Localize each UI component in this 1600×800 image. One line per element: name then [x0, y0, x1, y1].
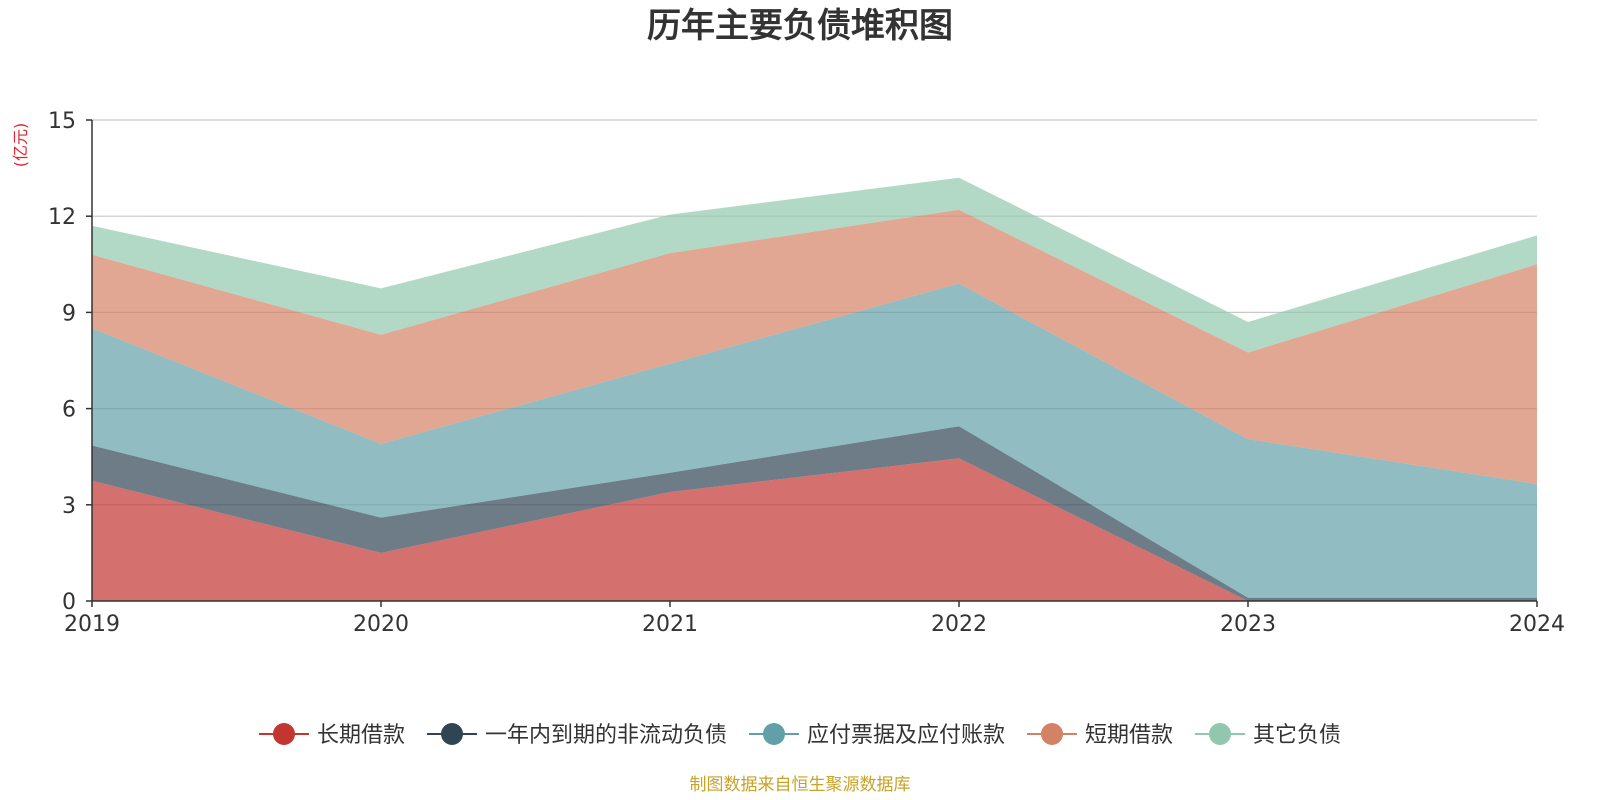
legend-label: 其它负债: [1253, 723, 1341, 748]
legend-item-1: 长期借款: [259, 723, 405, 748]
area-series-2: [92, 426, 1537, 601]
y-tick-label-0: 0: [62, 590, 76, 615]
legend-label: 应付票据及应付账款: [807, 723, 1005, 748]
y-tick-label-6: 6: [62, 398, 76, 423]
area-series-5: [92, 177, 1537, 353]
x-tick-label-2022: 2022: [931, 612, 987, 637]
legend-circle-marker: [1209, 723, 1231, 745]
y-tick-label-9: 9: [62, 301, 76, 326]
area-series-1: [92, 458, 1537, 601]
legend-label: 短期借款: [1085, 723, 1173, 748]
legend-item-2: 一年内到期的非流动负债: [427, 723, 727, 748]
x-tick-label-2019: 2019: [64, 612, 120, 637]
x-tick-label-2021: 2021: [642, 612, 698, 637]
area-series: [92, 177, 1537, 601]
area-series-4: [92, 209, 1537, 485]
y-axis-unit: (亿元): [11, 123, 30, 168]
legend-circle-marker: [273, 723, 295, 745]
legend-label: 一年内到期的非流动负债: [485, 723, 727, 748]
x-tick-label-2023: 2023: [1220, 612, 1276, 637]
legend-label: 长期借款: [317, 723, 405, 748]
y-tick-label-15: 15: [48, 109, 76, 134]
legend-circle-marker: [441, 723, 463, 745]
x-tick-label-2024: 2024: [1509, 612, 1565, 637]
data-source-note: 制图数据来自恒生聚源数据库: [690, 775, 911, 795]
axes: 0 3 6 9 12 15 2019 2020 2021 2022 2023 2024: [48, 109, 1565, 637]
legend-item-3: 应付票据及应付账款: [749, 723, 1005, 748]
legend: 长期借款 一年内到期的非流动负债 应付票据及应付账款 短期借款 其它负债: [259, 723, 1341, 748]
y-tick-label-12: 12: [48, 205, 76, 230]
legend-item-5: 其它负债: [1195, 723, 1341, 748]
legend-circle-marker: [763, 723, 785, 745]
y-tick-label-3: 3: [62, 494, 76, 519]
legend-circle-marker: [1041, 723, 1063, 745]
x-tick-label-2020: 2020: [353, 612, 409, 637]
chart-title: 历年主要负债堆积图: [647, 6, 953, 46]
area-series-3: [92, 283, 1537, 598]
legend-item-4: 短期借款: [1027, 723, 1173, 748]
